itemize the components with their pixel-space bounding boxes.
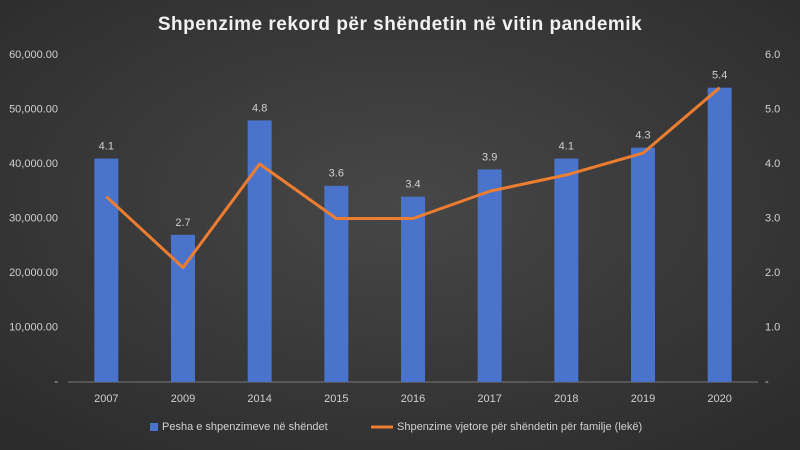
y-tick-label: 10,000.00 xyxy=(9,321,58,333)
data-label: 4.1 xyxy=(99,140,114,152)
y2-tick-label: 5.0 xyxy=(765,103,780,115)
bar xyxy=(554,158,579,382)
bar xyxy=(324,185,349,382)
bar xyxy=(707,87,732,382)
x-tick-label: 2019 xyxy=(631,393,655,405)
x-tick-label: 2018 xyxy=(554,393,578,405)
x-tick-label: 2020 xyxy=(707,393,731,405)
y2-tick-label: 1.0 xyxy=(765,321,780,333)
bar xyxy=(477,169,502,382)
data-label: 4.8 xyxy=(252,102,267,114)
bar xyxy=(247,120,272,383)
y-tick-label: 60,000.00 xyxy=(9,49,58,61)
x-tick-label: 2009 xyxy=(171,393,195,405)
chart-title: Shpenzime rekord për shëndetin në vitin … xyxy=(158,14,642,35)
data-label: 4.1 xyxy=(559,140,574,152)
y-tick-label: 30,000.00 xyxy=(9,212,58,224)
data-label: 3.4 xyxy=(405,179,420,191)
bar xyxy=(401,196,425,382)
data-label: 3.6 xyxy=(329,168,344,180)
y2-tick-label: 3.0 xyxy=(765,212,780,224)
data-label: 2.7 xyxy=(175,217,190,229)
data-label: 3.9 xyxy=(482,151,497,163)
y2-tick-label: 6.0 xyxy=(765,49,780,61)
bar xyxy=(631,147,655,382)
y2-tick-label: 2.0 xyxy=(765,267,780,279)
y-tick-label: 50,000.00 xyxy=(9,103,58,115)
legend-swatch xyxy=(150,423,158,431)
data-label: 4.3 xyxy=(635,130,650,142)
y-tick-label: - xyxy=(54,376,58,388)
line xyxy=(105,86,721,270)
x-tick-label: 2017 xyxy=(477,393,501,405)
x-tick-label: 2007 xyxy=(94,393,118,405)
legend-label: Shpenzime vjetore për shëndetin për fami… xyxy=(397,421,642,433)
y2-tick-label: - xyxy=(765,376,769,388)
x-tick-label: 2014 xyxy=(247,393,271,405)
y-tick-label: 20,000.00 xyxy=(9,267,58,279)
y-tick-label: 40,000.00 xyxy=(9,158,58,170)
legend-label: Pesha e shpenzimeve në shëndet xyxy=(162,421,328,433)
x-tick-label: 2015 xyxy=(324,393,348,405)
y2-tick-label: 4.0 xyxy=(765,158,780,170)
x-tick-label: 2016 xyxy=(401,393,425,405)
data-label: 5.4 xyxy=(712,70,727,82)
bar xyxy=(94,158,119,382)
